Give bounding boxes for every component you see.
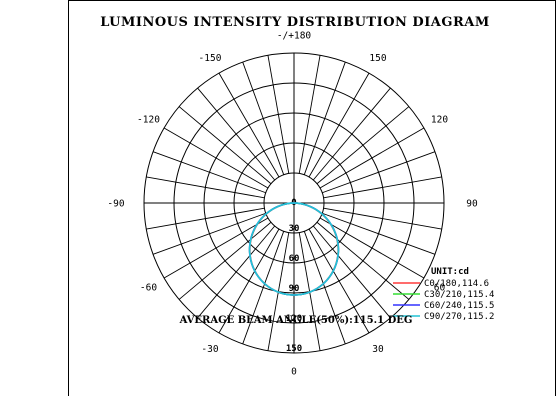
grid-spoke — [308, 72, 370, 178]
grid-spoke — [312, 225, 391, 319]
angle-labels: -/+180 150 120 90 60 30 0 -30 -60 -90 -120 -150 — [107, 31, 478, 378]
grid-spoke — [322, 151, 436, 194]
angle-label: -120 — [137, 115, 160, 126]
average-beam-angle: AVERAGE BEAM ANGLE(50%):115.1 DEG — [179, 315, 413, 326]
angle-label: -30 — [201, 344, 218, 355]
chart-title: LUMINOUS INTENSITY DISTRIBUTION DIAGRAM — [100, 15, 490, 30]
angle-label: 30 — [372, 344, 384, 355]
grid-spoke — [303, 231, 346, 345]
grid-spoke — [178, 106, 272, 185]
series-curve — [248, 202, 340, 296]
radial-label: 120 — [286, 314, 302, 324]
radial-label: 90 — [289, 284, 300, 294]
grid-spoke — [322, 212, 436, 255]
grid-spoke — [323, 207, 442, 230]
grid-spoke — [312, 87, 391, 181]
grid-spoke — [319, 217, 425, 279]
grid-spoke — [323, 176, 442, 199]
angle-label: 90 — [466, 199, 478, 210]
angle-label: 60 — [434, 283, 446, 294]
legend-entry: C0/180,114.6 — [424, 279, 489, 289]
grid-spoke — [218, 72, 280, 178]
legend-entry: C90/270,115.2 — [424, 312, 494, 322]
grid-spoke — [218, 228, 280, 334]
grid-spoke — [152, 212, 266, 255]
grid-spoke — [146, 176, 265, 199]
legend: C0/180,114.6C30/210,115.4C60/240,115.5C9… — [393, 279, 494, 322]
angle-label: -/+180 — [277, 31, 312, 42]
legend-entry: C30/210,115.4 — [424, 290, 494, 300]
grid-spoke — [303, 61, 346, 175]
radial-label: 150 — [286, 344, 302, 354]
grid-spoke — [146, 207, 265, 230]
intensity-curves — [248, 202, 340, 296]
grid-spoke — [308, 228, 370, 334]
radial-label: 30 — [289, 224, 300, 234]
radial-label: 60 — [289, 254, 300, 264]
grid-spoke — [242, 61, 285, 175]
angle-label: -60 — [140, 283, 157, 294]
grid-spoke — [163, 127, 269, 189]
angle-label: -150 — [199, 53, 222, 64]
grid-spoke — [163, 217, 269, 279]
polar-grid — [143, 52, 445, 354]
unit-label: UNIT:cd — [431, 267, 469, 277]
grid-spoke — [316, 106, 410, 185]
legend-entry: C60/240,115.5 — [424, 301, 494, 311]
angle-label: 120 — [431, 115, 448, 126]
grid-spoke — [197, 87, 276, 181]
angle-label: 0 — [291, 367, 297, 378]
grid-spoke — [152, 151, 266, 194]
grid-spoke — [319, 127, 425, 189]
angle-label: -90 — [107, 199, 124, 210]
diagram-sheet — [68, 0, 556, 396]
grid-spoke — [178, 221, 272, 300]
grid-spoke — [197, 225, 276, 319]
grid-spoke — [298, 55, 321, 174]
grid-spoke — [316, 221, 410, 300]
grid-spoke — [242, 231, 285, 345]
angle-label: 150 — [369, 53, 386, 64]
grid-spoke — [267, 55, 290, 174]
